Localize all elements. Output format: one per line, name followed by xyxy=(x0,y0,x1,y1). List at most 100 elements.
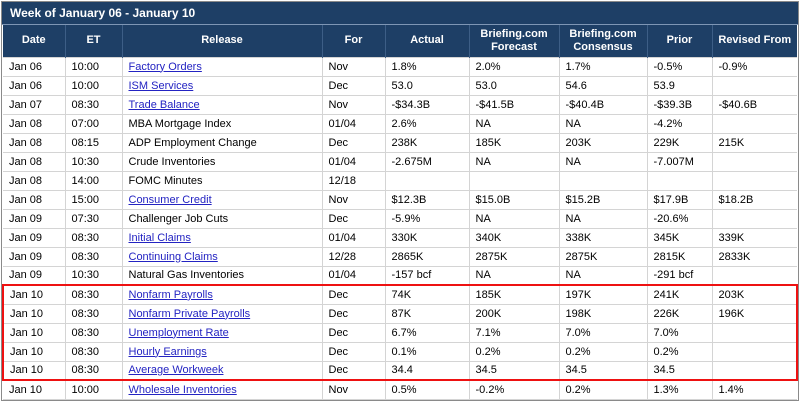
date-cell: Jan 10 xyxy=(2,303,66,324)
date-cell: Jan 09 xyxy=(3,265,66,286)
column-header: ET xyxy=(64,25,122,57)
release-link[interactable]: Hourly Earnings xyxy=(128,345,207,358)
revised-cell xyxy=(711,170,797,191)
for-cell: 01/04 xyxy=(321,151,386,172)
release-cell: Wholesale Inventories xyxy=(121,379,323,400)
forecast-cell: 34.5 xyxy=(468,360,560,381)
release-link[interactable]: Unemployment Rate xyxy=(128,326,229,339)
actual-cell: -5.9% xyxy=(384,208,470,229)
et-cell: 08:30 xyxy=(64,284,123,305)
consensus-cell: NA xyxy=(558,151,648,172)
date-cell: Jan 09 xyxy=(3,246,66,267)
release-link[interactable]: Factory Orders xyxy=(128,60,202,73)
et-cell: 08:30 xyxy=(64,341,123,362)
revised-cell: 339K xyxy=(711,227,797,248)
for-cell: Dec xyxy=(321,132,386,153)
calendar-row: Jan 07 08:30 Trade Balance Nov -$34.3B -$41.5… xyxy=(3,94,797,115)
actual-cell: 238K xyxy=(384,132,470,153)
et-cell: 08:30 xyxy=(64,94,123,115)
forecast-cell: $15.0B xyxy=(468,189,560,210)
date-cell: Jan 08 xyxy=(3,113,66,134)
for-cell: 01/04 xyxy=(321,265,386,286)
release-label: Natural Gas Inventories xyxy=(121,265,323,286)
date-cell: Jan 10 xyxy=(2,322,66,343)
actual-cell: 34.4 xyxy=(384,360,470,381)
forecast-cell: 340K xyxy=(468,227,560,248)
prior-cell: 7.0% xyxy=(646,322,713,343)
column-header: Revised From xyxy=(711,25,797,57)
et-cell: 07:00 xyxy=(64,113,123,134)
calendar-row: Jan 08 14:00 FOMC Minutes 12/18 xyxy=(3,170,797,191)
release-link[interactable]: Nonfarm Payrolls xyxy=(128,288,213,301)
revised-cell xyxy=(711,113,797,134)
actual-cell: 87K xyxy=(384,303,470,324)
calendar-row: Jan 10 08:30 Average Workweek Dec 34.4 34.5 34… xyxy=(2,360,798,381)
et-cell: 08:30 xyxy=(64,360,123,381)
calendar-row: Jan 09 08:30 Continuing Claims 12/28 2865K 28… xyxy=(3,246,797,267)
release-link[interactable]: Average Workweek xyxy=(128,364,224,377)
calendar-row: Jan 08 15:00 Consumer Credit Nov $12.3B $15.0… xyxy=(3,189,797,210)
release-link[interactable]: Wholesale Inventories xyxy=(128,383,237,396)
actual-cell: 53.0 xyxy=(384,75,470,96)
for-cell: Nov xyxy=(321,189,386,210)
et-cell: 08:15 xyxy=(64,132,123,153)
release-label: Crude Inventories xyxy=(121,151,323,172)
release-link[interactable]: Continuing Claims xyxy=(128,250,218,263)
consensus-cell xyxy=(558,170,648,191)
calendar-body: Jan 06 10:00 Factory Orders Nov 1.8% 2.0% 1.7%… xyxy=(2,56,798,400)
date-cell: Jan 09 xyxy=(3,227,66,248)
calendar-row: Jan 09 08:30 Initial Claims 01/04 330K 340K 33… xyxy=(3,227,797,248)
actual-cell: 6.7% xyxy=(384,322,470,343)
consensus-cell: 198K xyxy=(558,303,648,324)
column-header: Briefing.com Consensus xyxy=(558,25,647,57)
prior-cell: 53.9 xyxy=(646,75,713,96)
actual-cell: 74K xyxy=(384,284,470,305)
release-label: Challenger Job Cuts xyxy=(121,208,323,229)
et-cell: 10:00 xyxy=(64,56,123,77)
release-cell: Unemployment Rate xyxy=(121,322,323,343)
date-cell: Jan 08 xyxy=(3,151,66,172)
actual-cell xyxy=(384,170,470,191)
date-cell: Jan 08 xyxy=(3,189,66,210)
release-label: MBA Mortgage Index xyxy=(121,113,323,134)
actual-cell: -157 bcf xyxy=(384,265,470,286)
release-link[interactable]: Initial Claims xyxy=(128,231,191,244)
consensus-cell: 197K xyxy=(558,284,648,305)
actual-cell: 0.1% xyxy=(384,341,470,362)
column-header: Prior xyxy=(646,25,712,57)
forecast-cell: NA xyxy=(468,265,560,286)
date-cell: Jan 10 xyxy=(3,379,66,400)
actual-cell: 2.6% xyxy=(384,113,470,134)
calendar-row: Jan 08 08:15 ADP Employment Change Dec 238K 1… xyxy=(3,132,797,153)
prior-cell: 241K xyxy=(646,284,713,305)
revised-cell: 215K xyxy=(711,132,797,153)
calendar-row: Jan 09 10:30 Natural Gas Inventories 01/04-… xyxy=(3,265,797,286)
forecast-cell: -0.2% xyxy=(468,379,560,400)
date-cell: Jan 08 xyxy=(3,132,66,153)
consensus-cell: 54.6 xyxy=(558,75,648,96)
calendar-header: Date ET Release For Actual Briefing.com Forec… xyxy=(3,25,797,57)
for-cell: Dec xyxy=(321,303,386,324)
forecast-cell: 7.1% xyxy=(468,322,560,343)
release-link[interactable]: Trade Balance xyxy=(128,98,200,111)
consensus-cell: 34.5 xyxy=(558,360,648,381)
release-cell: ISM Services xyxy=(121,75,323,96)
for-cell: Dec xyxy=(321,341,386,362)
release-link[interactable]: ISM Services xyxy=(128,79,194,92)
forecast-cell: 2875K xyxy=(468,246,560,267)
consensus-cell: 7.0% xyxy=(558,322,648,343)
release-link[interactable]: Consumer Credit xyxy=(128,193,212,206)
for-cell: Dec xyxy=(321,208,386,229)
prior-cell: 2815K xyxy=(646,246,713,267)
prior-cell: $17.9B xyxy=(646,189,713,210)
release-link[interactable]: Nonfarm Private Payrolls xyxy=(128,307,251,320)
prior-cell: 226K xyxy=(646,303,713,324)
revised-cell: 1.4% xyxy=(711,379,797,400)
revised-cell xyxy=(711,151,797,172)
for-cell: Nov xyxy=(321,56,386,77)
revised-cell: -0.9% xyxy=(711,56,797,77)
et-cell: 08:30 xyxy=(64,227,123,248)
consensus-cell: -$40.4B xyxy=(558,94,648,115)
consensus-cell: $15.2B xyxy=(558,189,648,210)
consensus-cell: NA xyxy=(558,113,648,134)
